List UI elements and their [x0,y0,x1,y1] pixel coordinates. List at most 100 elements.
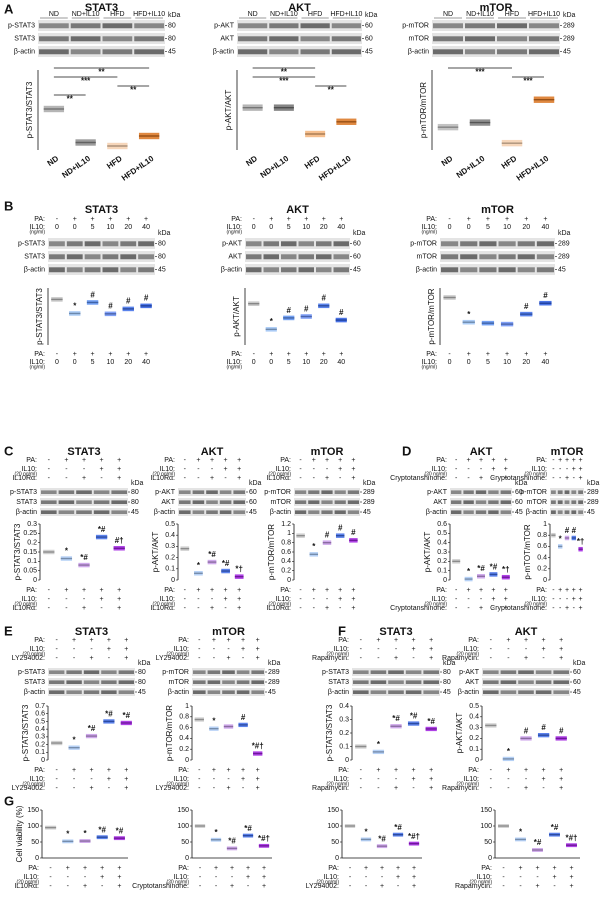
condition-mark: - [108,785,111,792]
condition-mark: + [91,216,95,223]
condition-mark: + [126,351,130,358]
blot-band [263,254,279,260]
y-axis-label: p-AKT/AKT [151,532,160,573]
condition-mark: + [394,785,398,792]
y-tick-label: 1 [185,703,189,710]
significance: * [65,546,69,555]
y-tick-label: 0 [345,757,349,764]
y-tick-label: 0.25 [23,530,37,537]
blot-band [500,690,517,694]
condition-mark: + [351,457,355,464]
condition-mark: 20 [320,359,328,366]
blot-label: p-AKT [214,22,235,29]
blot-band [206,490,218,494]
blot-band [101,680,117,684]
condition-label: IL10: [333,776,349,783]
y-tick-label: 100 [27,823,39,830]
blot-band [70,23,101,29]
y-tick-label: 0.2 [27,540,37,547]
condition-mark: + [479,457,483,464]
y-tick-label: 0.2 [179,746,189,753]
condition-mark: - [56,785,59,792]
y-tick-label: 0.2 [281,568,291,575]
condition-mark: 40 [337,359,345,366]
blot-strip [245,238,350,249]
blot-band [518,690,534,694]
significance: * [559,534,563,543]
y-tick-label: 0.5 [469,703,479,710]
condition-mark: + [256,776,260,783]
blot-band [58,500,75,504]
blot-band [93,490,110,494]
condition-mark: + [107,646,111,653]
blot-label: β-actin [458,689,479,696]
condition-mark: - [448,216,451,223]
condition-mark: - [73,776,76,783]
y-tick-label: 100 [327,823,339,830]
kda-header: kDa [268,660,281,667]
blot-band [263,267,279,273]
kda-value: 45 [131,509,139,516]
bracket-label: ** [328,86,335,95]
condition-sublabel: (20 ng/ml) [456,651,479,657]
condition-label: IL10: [173,646,189,653]
condition-mark: - [184,457,187,464]
condition-mark: - [184,475,187,482]
condition-label: IL10Rα: [150,475,175,482]
condition-mark: + [89,767,93,774]
blot-band [333,267,349,273]
condition-label: IL10: [275,466,291,473]
blot-band [451,490,462,494]
blot-band [388,680,404,684]
condition-mark: + [89,785,93,792]
condition-mark: + [535,865,539,872]
lane-label: ND [248,11,258,18]
significance: *† [577,537,585,546]
significance: # [304,304,309,313]
condition-label: IL10: [431,466,447,473]
condition-mark: - [395,646,398,653]
condition-mark: + [376,637,380,644]
kda-value: 45 [158,266,166,273]
blot-label: p-AKT [427,489,448,496]
condition-sublabel: (20 ng/ml) [16,879,39,885]
condition-sublabel: (20 ng/ml) [456,781,479,787]
condition-mark: + [491,587,495,594]
blot-strip [237,20,362,31]
condition-mark: - [455,457,458,464]
condition-mark: - [299,605,302,612]
significance: # [90,290,95,299]
condition-mark: - [480,596,483,603]
condition-mark: 5 [486,224,490,231]
condition-mark: 0 [467,224,471,231]
condition-mark: + [72,637,76,644]
y-tick-label: 0.3 [35,734,45,741]
blot-band [84,241,101,247]
kda-value: 60 [353,240,361,247]
significance: *# [392,714,400,723]
blot-band [49,670,65,674]
kda-header: kDa [158,230,171,237]
condition-sublabel: (20 ng/ml) [268,601,291,607]
blot-label: AKT [228,253,242,260]
condition-mark: + [100,865,104,872]
condition-mark: - [339,605,342,612]
blot-band [179,490,191,494]
condition-label: IL10Rα: [12,475,37,482]
blot-label: AKT [161,499,175,506]
significance: *# [551,823,559,832]
condition-mark: + [241,637,245,644]
condition-mark: + [412,865,416,872]
blot-band [134,36,164,42]
bracket-label: ** [98,68,105,77]
blot-label: p-AKT [155,489,176,496]
condition-mark: + [339,216,343,223]
condition-mark: + [506,637,510,644]
condition-label: PA: [280,457,291,464]
condition-sublabel: (20 ng/ml) [166,781,189,787]
condition-label: PA: [164,457,175,464]
condition-label: IL10Rα: [150,605,175,612]
condition-label: Cryptotanshinone: [490,475,547,482]
y-tick-label: 50 [331,839,339,846]
condition-label: PA: [481,865,492,872]
